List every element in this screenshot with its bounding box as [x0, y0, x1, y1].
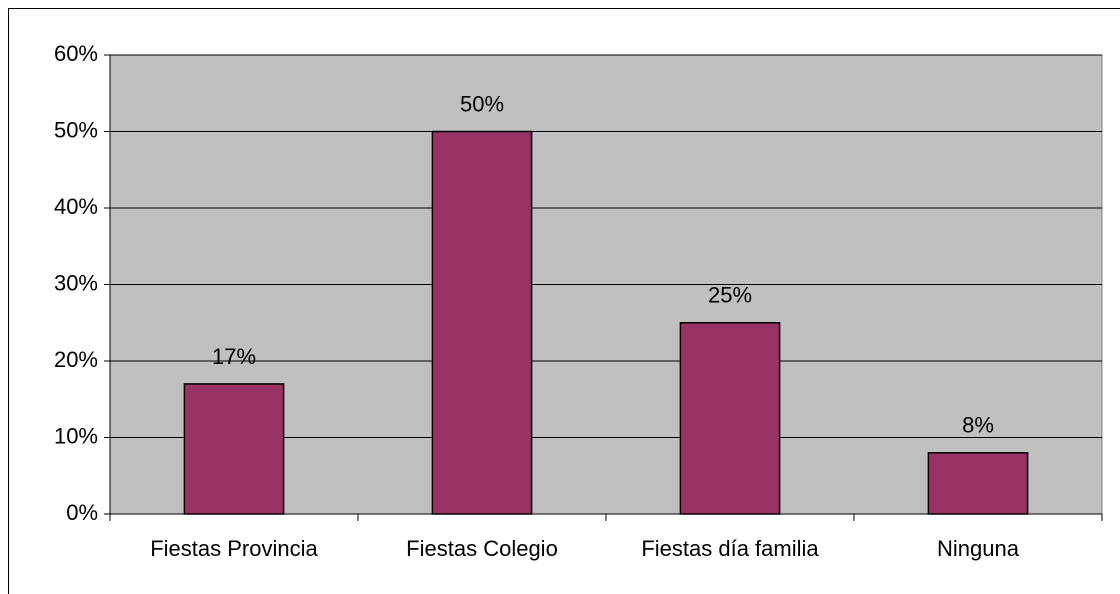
y-tick-label: 10%: [54, 423, 98, 448]
bar: [431, 130, 533, 515]
bar: [679, 322, 781, 515]
x-tick-label: Ninguna: [937, 536, 1020, 561]
data-label: 8%: [962, 413, 994, 438]
x-tick-label: Fiestas Colegio: [406, 536, 558, 561]
x-tick-label: Fiestas Provincia: [150, 536, 318, 561]
bar: [183, 383, 285, 515]
y-tick-label: 0%: [66, 500, 98, 525]
y-tick-label: 20%: [54, 347, 98, 372]
y-tick-label: 60%: [54, 41, 98, 66]
y-tick-label: 30%: [54, 270, 98, 295]
data-label: 17%: [212, 344, 256, 369]
data-label: 25%: [708, 283, 752, 308]
y-tick-label: 40%: [54, 194, 98, 219]
y-tick-label: 50%: [54, 117, 98, 142]
x-tick-label: Fiestas día familia: [641, 536, 819, 561]
bar: [927, 452, 1029, 515]
data-label: 50%: [460, 91, 504, 116]
chart-border: [8, 8, 1120, 594]
